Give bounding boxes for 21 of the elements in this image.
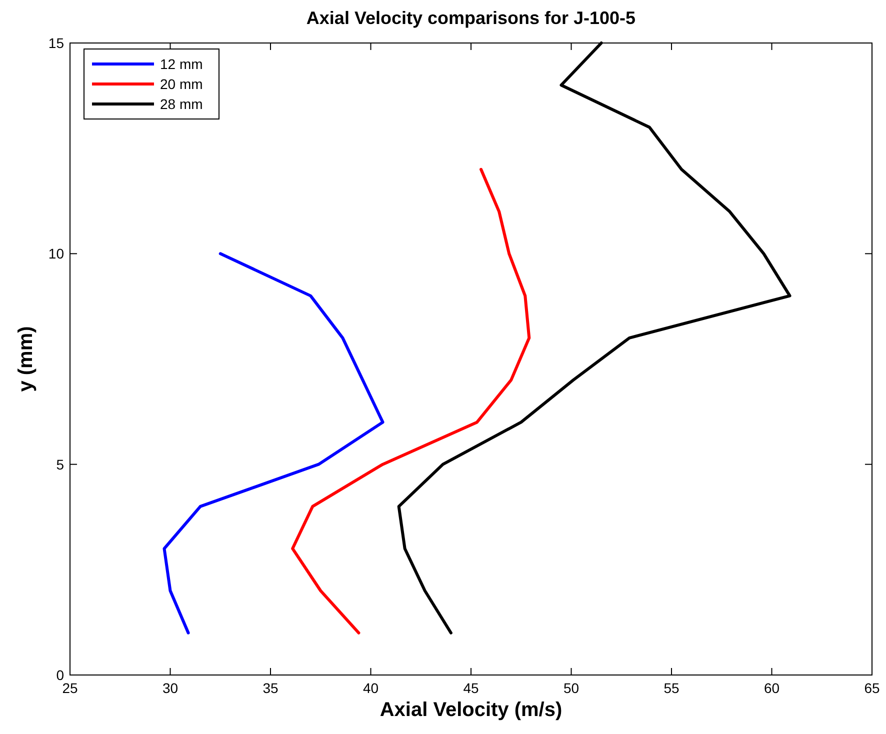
- chart-title: Axial Velocity comparisons for J-100-5: [306, 8, 636, 28]
- y-tick-label: 5: [56, 456, 64, 472]
- legend-label: 12 mm: [160, 56, 203, 72]
- x-tick-label: 35: [262, 680, 278, 696]
- x-tick-label: 45: [463, 680, 479, 696]
- y-axis-title: y (mm): [15, 326, 37, 392]
- line-series: [291, 168, 531, 634]
- x-tick-label: 30: [162, 680, 178, 696]
- x-axis-title: Axial Velocity (m/s): [380, 699, 562, 721]
- legend-label: 28 mm: [160, 96, 203, 112]
- y-tick-label: 0: [56, 667, 64, 683]
- x-tick-label: 55: [664, 680, 680, 696]
- x-tick-label: 25: [62, 680, 78, 696]
- line-series: [162, 252, 384, 634]
- legend-label: 20 mm: [160, 76, 203, 92]
- x-tick-label: 50: [563, 680, 580, 696]
- y-tick-label: 10: [48, 246, 64, 262]
- y-tick-label: 15: [48, 35, 64, 51]
- x-tick-label: 60: [764, 680, 780, 696]
- x-tick-label: 40: [362, 680, 379, 696]
- x-tick-label: 65: [864, 680, 880, 696]
